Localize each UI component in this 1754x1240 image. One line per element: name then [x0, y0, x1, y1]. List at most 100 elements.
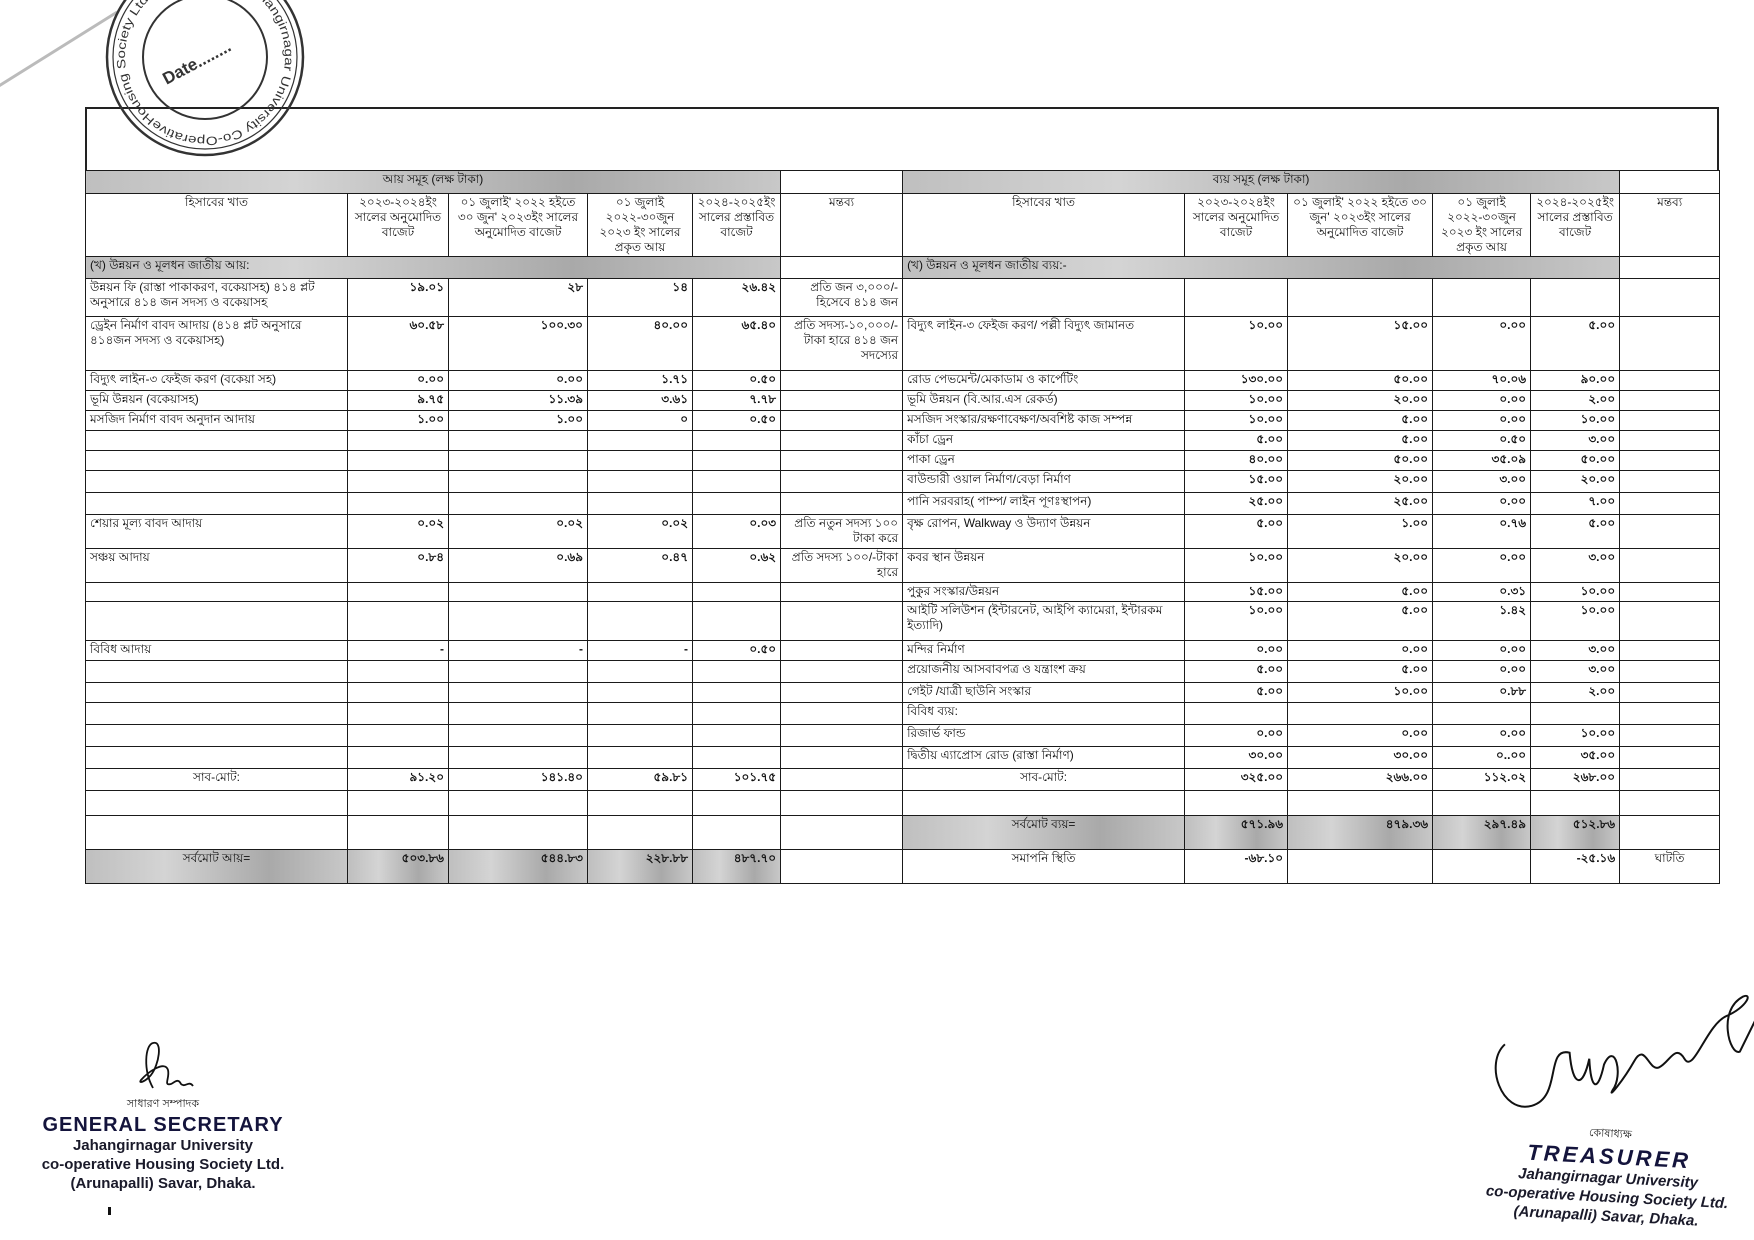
income-value: - [347, 640, 449, 661]
expense-value: ০.০০ [1432, 390, 1532, 411]
income-item-label [85, 724, 348, 747]
expense-value: ৩৫.০৯ [1432, 450, 1532, 471]
income-value [587, 746, 693, 769]
expense-column-header: ২০২৩-২০২৪ইং সালের অনুমোদিত বাজেট [1184, 193, 1289, 257]
table-row: পাকা ড্রেন ৪০.০০ ৫০.০০ ৩৫.০৯ ৫০.০০ [85, 450, 1721, 471]
income-value [587, 660, 693, 683]
secretary-org-line: Jahangirnagar University [72, 1137, 254, 1154]
income-item-label: শেয়ার মূল্য বাবদ আদায় [85, 514, 348, 549]
income-value [587, 790, 693, 816]
income-value: ২৮ [448, 278, 588, 317]
income-item-label: ভূমি উন্নয়ন (বকেয়াসহ) [85, 390, 348, 411]
income-column-header: ২০২৪-২০২৫ইং সালের প্রস্তাবিত বাজেট [691, 193, 782, 257]
expense-remark-cell [1619, 682, 1721, 703]
income-value [691, 582, 782, 602]
expense-item-label: গেইট /যাত্রী ছাউনি সংস্কার [902, 682, 1186, 703]
expense-value [1184, 790, 1289, 816]
income-value: ০ [587, 410, 693, 431]
table-cell [1619, 256, 1721, 279]
income-column-header: ০১ জুলাই' ২০২২ হইতে ৩০ জুন' ২০২৩ইং সালের… [448, 193, 588, 257]
frame-line [85, 107, 1719, 109]
subtotal-row: সাব-মোট: ৯১.২০ ১৪১.৪০ ৫৯.৮১ ১০১.৭৫ সাব-মোট: ৩২… [85, 768, 1721, 791]
income-value [587, 470, 693, 493]
remark-cell [780, 470, 904, 493]
income-value: ০.০৩ [691, 514, 782, 549]
income-item-label [85, 746, 348, 769]
table-row: বিবিধ ব্যয়: [85, 702, 1721, 725]
expense-value: ১১২.০২ [1432, 768, 1532, 791]
expense-value: ৫.০০ [1287, 660, 1434, 683]
expense-remark-cell [1619, 370, 1721, 391]
remark-cell [780, 702, 904, 725]
income-item-label: ড্রেইন নির্মাণ বাবদ আদায় (৪১৪ প্লট অনুস… [85, 316, 348, 371]
income-value [347, 682, 449, 703]
expense-value: ৩.০০ [1530, 640, 1621, 661]
income-value [691, 450, 782, 471]
treasurer-signature-block: কোষাধ্যক্ষ TREASURER Jahangirnagar Unive… [1464, 973, 1754, 1234]
expense-value [1432, 278, 1532, 317]
income-value: ০.৫০ [691, 370, 782, 391]
expense-remark-cell [1619, 640, 1721, 661]
income-value [691, 660, 782, 683]
general-secretary-signature-block: সাধারণ সম্পাদক GENERAL SECRETARY Jahangi… [18, 1040, 308, 1193]
expense-value: ৩০.০০ [1287, 746, 1434, 769]
expense-value: ০.০০ [1432, 492, 1532, 515]
deficit-remark: ঘাটতি [1619, 849, 1721, 884]
expense-item-label: পানি সরবরাহ( পাম্প/ লাইন পূণঃস্থাপন) [902, 492, 1186, 515]
expense-value [1287, 790, 1434, 816]
income-value [691, 492, 782, 515]
income-value: ৯১.২০ [347, 768, 449, 791]
income-value: ২৬.৪২ [691, 278, 782, 317]
expense-value: ১৫.০০ [1287, 316, 1434, 371]
expense-item-label: রোড পেভমেন্ট/মেকাডাম ও কার্পেটিং [902, 370, 1186, 391]
expense-subtotal-label: সাব-মোট: [902, 768, 1186, 791]
income-grand-total-value: ২২৮.৮৮ [587, 849, 693, 884]
expense-value: ০.০০ [1432, 660, 1532, 683]
expense-item-label [902, 278, 1186, 317]
expense-value: ৫.০০ [1530, 316, 1621, 371]
income-value [347, 450, 449, 471]
table-row: ড্রেইন নির্মাণ বাবদ আদায় (৪১৪ প্লট অনুস… [85, 316, 1721, 371]
income-item-label: মসজিদ নির্মাণ বাবদ অনুদান আদায় [85, 410, 348, 431]
frame-line [85, 107, 87, 171]
expense-item-label: কবর স্থান উন্নয়ন [902, 548, 1186, 583]
income-value [347, 660, 449, 683]
table-cell [691, 815, 782, 850]
income-item-label [85, 450, 348, 471]
income-grand-total-value: ৪৮৭.৭০ [691, 849, 782, 884]
remark-cell [780, 768, 904, 791]
expense-value: ৭০.০৬ [1432, 370, 1532, 391]
expense-value: ৩.০০ [1530, 548, 1621, 583]
expense-value: ২৬৮.০০ [1530, 768, 1621, 791]
income-column-header: ০১ জুলাই ২০২২-৩০জুন ২০২৩ ইং সালের প্রকৃত… [587, 193, 693, 257]
closing-balance-value: -২৫.১৬ [1530, 849, 1621, 884]
table-row: বিবিধ আদায় - - -০.৫০ মন্দির নির্মাণ ০.০০ ০.০০… [85, 640, 1721, 661]
expense-remark-cell [1619, 724, 1721, 747]
expense-column-header: ২০২৪-২০২৫ইং সালের প্রস্তাবিত বাজেট [1530, 193, 1621, 257]
table-row: বিদ্যুৎ লাইন-৩ ফেইজ করণ (বকেয়া সহ) ০.০০ ০… [85, 370, 1721, 391]
expense-value: ২.০০ [1530, 390, 1621, 411]
income-category-label: (খ) উন্নয়ন ও মূলধন জাতীয় আয়: [84, 256, 782, 279]
income-value [691, 724, 782, 747]
income-value [587, 430, 693, 451]
income-value: ১১.৩৯ [448, 390, 588, 411]
income-value: ০.৬৯ [448, 548, 588, 583]
expense-item-label: ভূমি উন্নয়ন (বি.আর.এস রেকর্ড) [902, 390, 1186, 411]
table-row: আইটি সলিউশন (ইন্টারনেট, আইপি ক্যামেরা, ই… [85, 601, 1721, 641]
expense-remark-cell [1619, 790, 1721, 816]
income-value [347, 601, 449, 641]
remark-cell [780, 370, 904, 391]
income-item-label [85, 660, 348, 683]
expense-value: ০.০০ [1432, 410, 1532, 431]
remark-cell [780, 492, 904, 515]
expense-remark-cell [1619, 410, 1721, 431]
remark-cell [780, 582, 904, 602]
remark-cell [780, 724, 904, 747]
expense-remark-cell [1619, 492, 1721, 515]
table-cell [780, 170, 904, 194]
income-value [347, 470, 449, 493]
expense-value [1287, 702, 1434, 725]
income-value [448, 682, 588, 703]
income-value [347, 702, 449, 725]
svg-text:Jahangirnagar University Co-Op: Jahangirnagar University Co-OperativeHou… [114, 0, 296, 148]
